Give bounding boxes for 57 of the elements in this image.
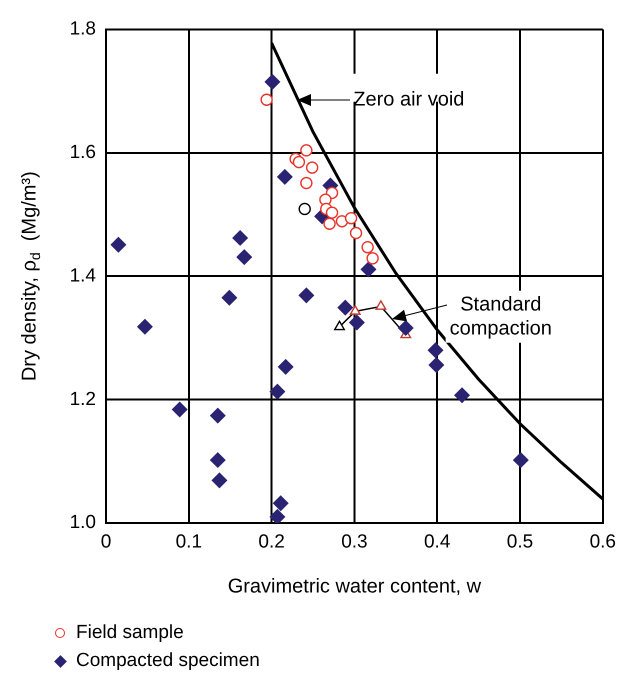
y-tick-label: 1.6 bbox=[70, 142, 96, 164]
point bbox=[326, 206, 338, 219]
point bbox=[236, 249, 252, 265]
point bbox=[210, 452, 226, 468]
x-tick-label: 0.5 bbox=[506, 532, 534, 553]
legend-label: Compacted specimen bbox=[76, 650, 260, 672]
point bbox=[273, 496, 288, 511]
point bbox=[270, 509, 286, 523]
point bbox=[212, 472, 228, 488]
y-tick-label: 1.0 bbox=[70, 512, 96, 534]
x-tick-label: 0 bbox=[100, 532, 112, 553]
point bbox=[323, 218, 336, 230]
y-tick-label: 1.8 bbox=[70, 18, 96, 40]
point bbox=[428, 342, 444, 358]
point bbox=[277, 169, 293, 185]
point bbox=[232, 230, 248, 246]
point bbox=[454, 388, 470, 403]
point bbox=[300, 144, 313, 157]
y-tick-label: 1.2 bbox=[70, 388, 96, 410]
point bbox=[361, 241, 374, 254]
point bbox=[366, 252, 379, 265]
point bbox=[344, 212, 358, 224]
point bbox=[260, 94, 273, 106]
point bbox=[350, 305, 361, 315]
point bbox=[298, 288, 314, 304]
point bbox=[338, 300, 353, 316]
annotation: Zero air void bbox=[353, 88, 464, 110]
point bbox=[375, 300, 386, 310]
y-tick-label: 1.4 bbox=[70, 265, 96, 286]
point bbox=[428, 357, 444, 373]
point bbox=[137, 319, 153, 334]
point bbox=[264, 74, 280, 90]
point bbox=[222, 290, 238, 306]
annotation: Standard compaction bbox=[450, 293, 552, 340]
x-tick-label: 0.1 bbox=[176, 532, 202, 553]
x-tick-label: 0.3 bbox=[341, 532, 368, 553]
x-tick-label: 0.4 bbox=[424, 532, 451, 553]
point bbox=[350, 226, 362, 240]
y-axis-title: Dry density, ρd (Mg/m³) bbox=[18, 171, 43, 382]
point bbox=[110, 237, 126, 252]
point bbox=[278, 359, 294, 375]
point bbox=[210, 408, 226, 424]
point bbox=[306, 161, 318, 174]
x-tick-label: 0.6 bbox=[590, 532, 616, 553]
point bbox=[334, 320, 345, 330]
point bbox=[349, 314, 365, 330]
point bbox=[172, 402, 188, 418]
point bbox=[398, 320, 414, 336]
x-tick-label: 0.2 bbox=[258, 532, 285, 553]
point bbox=[298, 202, 311, 216]
point bbox=[300, 176, 313, 190]
point bbox=[513, 452, 529, 468]
legend-label: Field sample bbox=[76, 622, 184, 644]
point bbox=[270, 384, 286, 400]
point bbox=[292, 156, 306, 168]
x-axis-title: Gravimetric water content, w bbox=[228, 576, 482, 598]
point bbox=[360, 262, 376, 278]
